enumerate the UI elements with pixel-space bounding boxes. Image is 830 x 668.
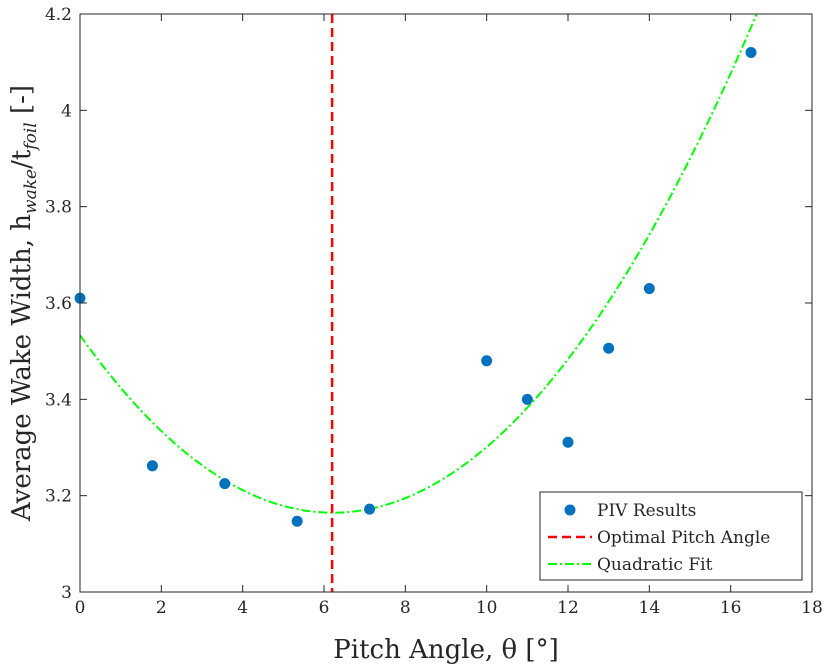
ticks: 0 2 4 6 8 10 12 14 16 18 3 3.2 3.4 3.6 3.8 4 4.2 <box>45 5 823 618</box>
legend-label: PIV Results <box>597 501 696 521</box>
piv-result-point <box>364 503 376 515</box>
x-tick-label: 18 <box>801 598 823 618</box>
piv-result-point <box>291 515 303 527</box>
y-axis-label-part: wake <box>21 169 41 214</box>
plot-area <box>74 14 758 592</box>
piv-result-point <box>603 342 615 354</box>
y-axis-label-part: /t <box>7 149 37 169</box>
piv-result-point <box>146 460 158 472</box>
y-tick-label: 3 <box>61 583 72 603</box>
x-tick-label: 0 <box>75 598 86 618</box>
piv-result-point <box>521 393 533 405</box>
x-tick-label: 14 <box>639 598 661 618</box>
y-tick-label: 3.8 <box>45 198 72 218</box>
y-axis-label-part: foil <box>21 122 41 151</box>
legend-label: Quadratic Fit <box>597 555 713 575</box>
x-tick-label: 8 <box>400 598 411 618</box>
y-axis-label: Average Wake Width, hwake/tfoil [-] <box>7 85 41 522</box>
quadratic-fit-line <box>80 14 758 514</box>
y-axis-label-part: [-] <box>7 85 37 122</box>
piv-result-point <box>219 478 231 490</box>
legend: PIV Results Optimal Pitch Angle Quadratic … <box>539 491 803 581</box>
x-tick-label: 12 <box>557 598 579 618</box>
y-axis-label-part: Average Wake Width, h <box>7 214 37 522</box>
piv-result-point <box>562 436 574 448</box>
x-tick-label: 6 <box>319 598 330 618</box>
y-tick-label: 3.4 <box>45 390 72 410</box>
x-tick-label: 2 <box>156 598 167 618</box>
x-tick-label: 10 <box>476 598 498 618</box>
y-tick-label: 4 <box>61 101 72 121</box>
legend-label: Optimal Pitch Angle <box>597 528 770 548</box>
legend-marker-piv-results <box>564 504 576 516</box>
y-tick-label: 3.6 <box>45 294 72 314</box>
piv-result-point <box>481 355 493 367</box>
x-tick-label: 4 <box>237 598 248 618</box>
y-tick-label: 4.2 <box>45 5 72 25</box>
piv-result-point <box>745 47 757 59</box>
piv-result-point <box>643 283 655 295</box>
x-axis-label: Pitch Angle, θ [°] <box>333 635 558 665</box>
y-tick-label: 3.2 <box>45 487 72 507</box>
x-tick-label: 16 <box>720 598 742 618</box>
